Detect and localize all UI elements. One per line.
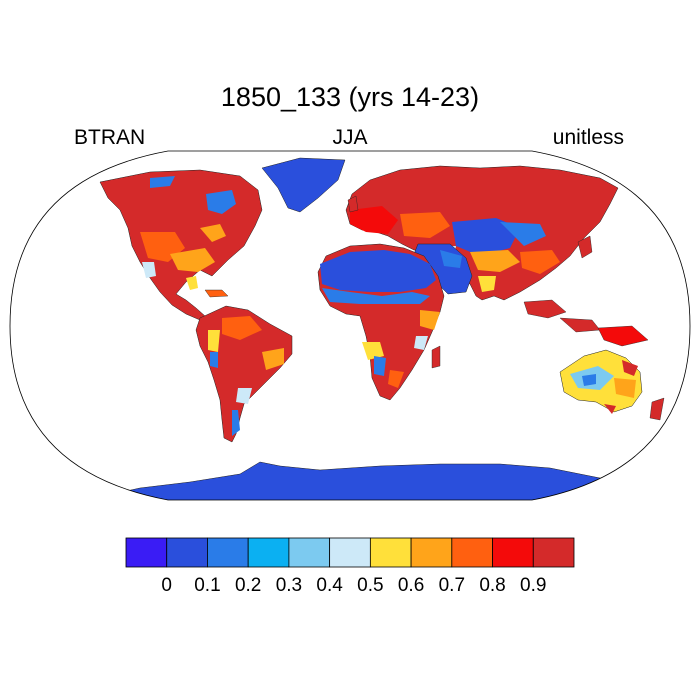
colorbar: [125, 537, 575, 568]
units-label: unitless: [552, 126, 624, 149]
greenland: [261, 157, 346, 213]
antarctica: [39, 461, 661, 500]
colorbar-tick-label: 0.1: [194, 575, 221, 596]
colorbar-box: [369, 537, 412, 568]
caribbean: [204, 289, 229, 298]
colorbar-tick-labels: 0 0.1 0.2 0.3 0.4 0.5 0.6 0.7 0.8 0.9: [0, 575, 700, 599]
map-title: 1850_133 (yrs 14-23): [220, 82, 480, 112]
colorbar-box: [247, 537, 290, 568]
colorbar-tick-label: 0.6: [397, 575, 425, 596]
variable-label: BTRAN: [74, 126, 146, 149]
colorbar-tick-label: 0: [161, 575, 173, 596]
colorbar-tick-label: 0.3: [275, 575, 303, 596]
colorbar-box: [532, 537, 575, 568]
colorbar-box: [410, 537, 453, 568]
colorbar-box: [451, 537, 493, 568]
colorbar-tick-label: 0.7: [438, 575, 466, 596]
colorbar-box: [125, 537, 168, 568]
colorbar-box: [492, 537, 534, 568]
colorbar-tick-label: 0.8: [479, 575, 506, 596]
colorbar-box: [207, 537, 249, 568]
colorbar-tick-label: 0.9: [520, 575, 547, 596]
season-label: JJA: [332, 126, 368, 149]
colorbar-box: [166, 537, 208, 568]
colorbar-tick-label: 0.4: [316, 575, 343, 596]
map-boundary: [9, 150, 691, 501]
colorbar-box: [288, 537, 331, 568]
south-america: [195, 305, 293, 443]
land-areas: [39, 157, 665, 500]
colorbar-tick-label: 0.2: [234, 575, 262, 596]
colorbar-box: [329, 537, 371, 568]
colorbar-tick-label: 0.5: [357, 575, 384, 596]
